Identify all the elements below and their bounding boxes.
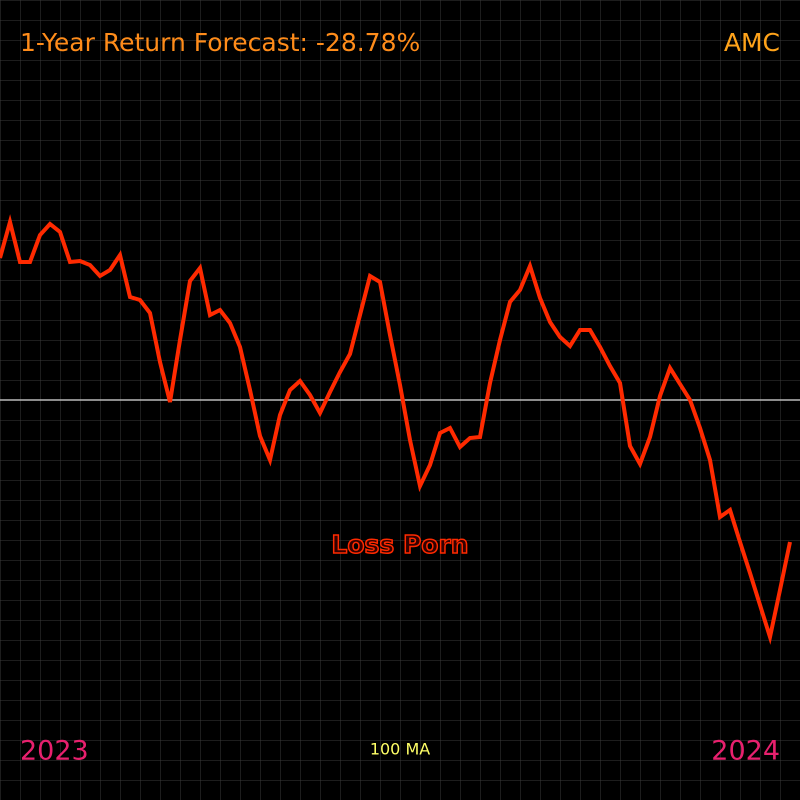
start-label: 2023 [20,736,89,767]
annotation: Loss Porn [331,530,468,559]
legend-label: 100 MA [370,740,430,759]
chart-title: 1-Year Return Forecast: -28.78% [20,28,420,57]
end-label: 2024 [711,736,780,767]
price-line [0,214,792,645]
ticker: AMC [724,28,780,57]
